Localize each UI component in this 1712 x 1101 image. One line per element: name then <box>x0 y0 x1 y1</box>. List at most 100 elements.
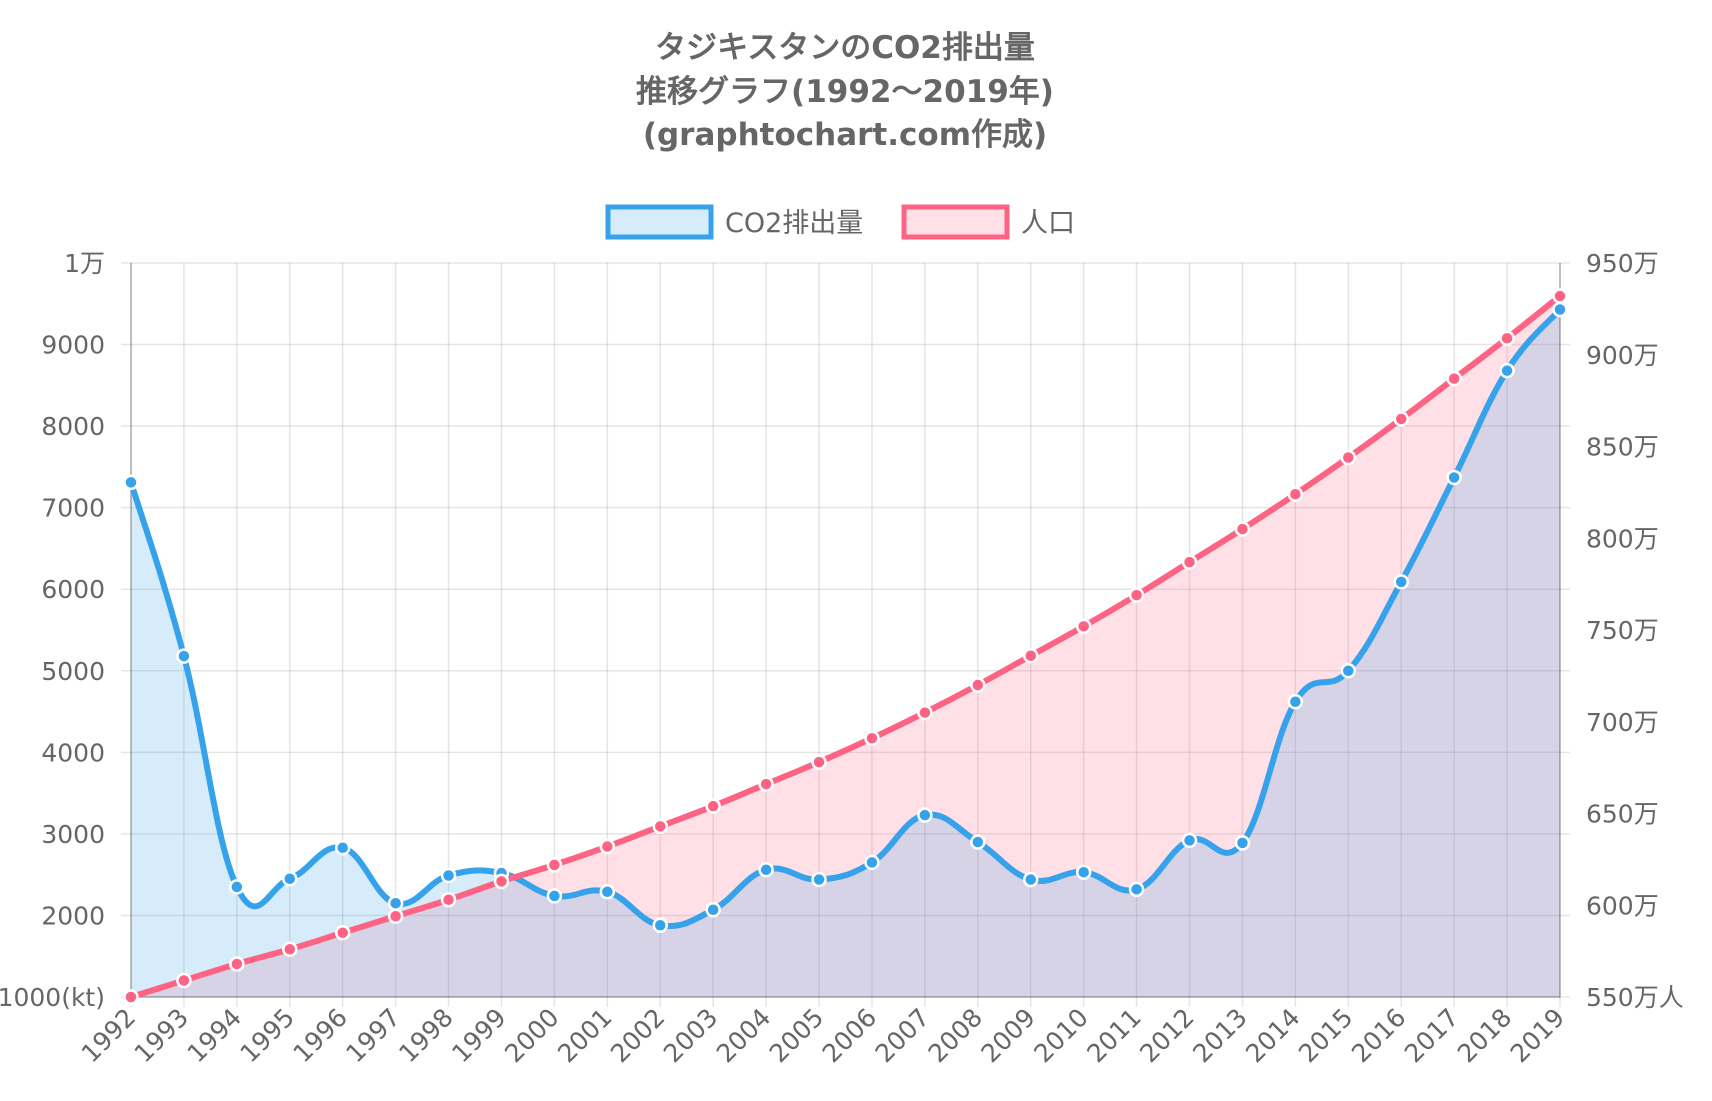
data-point-co2-1992[interactable] <box>123 474 139 491</box>
data-point-population-2002[interactable] <box>652 818 669 835</box>
data-point-co2-1996[interactable] <box>334 840 351 856</box>
data-point-population-1996[interactable] <box>334 925 351 941</box>
x-tick-label: 2004 <box>711 1003 776 1068</box>
legend: CO2排出量 人口 <box>605 204 1075 240</box>
data-point-co2-2015[interactable] <box>1340 663 1357 679</box>
legend-label-co2: CO2排出量 <box>725 208 863 239</box>
data-point-population-2018[interactable] <box>1499 330 1515 346</box>
data-point-co2-2012[interactable] <box>1181 832 1198 849</box>
x-tick-label: 1995 <box>235 1003 300 1068</box>
x-tick-label: 2003 <box>658 1003 723 1068</box>
data-point-population-2015[interactable] <box>1340 449 1357 466</box>
data-point-co2-2009[interactable] <box>1022 871 1039 888</box>
data-point-population-2000[interactable] <box>546 857 563 873</box>
x-tick-label: 2010 <box>1028 1003 1093 1068</box>
data-point-co2-1993[interactable] <box>176 648 192 664</box>
data-point-population-2003[interactable] <box>705 798 721 814</box>
data-point-population-1993[interactable] <box>176 972 192 989</box>
data-point-co2-1994[interactable] <box>229 879 245 895</box>
x-tick-label: 2012 <box>1134 1003 1199 1068</box>
data-point-population-1994[interactable] <box>229 956 245 972</box>
legend-label-population: 人口 <box>1021 208 1075 239</box>
data-point-co2-2001[interactable] <box>599 884 616 900</box>
x-tick-label: 2013 <box>1187 1003 1252 1068</box>
data-point-co2-2000[interactable] <box>546 888 563 904</box>
y-right-tick-label: 800万 <box>1586 524 1659 553</box>
data-point-population-2004[interactable] <box>758 776 774 792</box>
x-tick-label: 1994 <box>182 1003 247 1068</box>
y-left-tick-label: 5000 <box>41 657 105 686</box>
data-point-population-1992[interactable] <box>123 989 139 1005</box>
y-left-tick-label: 7000 <box>41 494 105 523</box>
data-point-co2-1998[interactable] <box>440 867 457 884</box>
data-point-co2-2006[interactable] <box>864 854 880 871</box>
data-point-population-2006[interactable] <box>864 730 880 747</box>
data-point-co2-2013[interactable] <box>1234 835 1251 851</box>
x-tick-label: 1997 <box>340 1003 405 1068</box>
data-point-co2-1997[interactable] <box>387 895 404 911</box>
area-fill-co2 <box>131 309 1560 997</box>
data-point-co2-2004[interactable] <box>758 862 774 878</box>
data-point-population-2017[interactable] <box>1446 370 1462 387</box>
data-point-population-2008[interactable] <box>970 677 986 693</box>
data-point-co2-2002[interactable] <box>652 917 669 933</box>
y-right-tick-label: 900万 <box>1586 341 1659 370</box>
x-tick-label: 2017 <box>1399 1003 1464 1068</box>
area-fill-population <box>131 296 1560 997</box>
data-point-co2-2014[interactable] <box>1287 694 1304 710</box>
y-left-tick-label: 8000 <box>41 412 105 441</box>
y-left-tick-label: 9000 <box>41 331 105 360</box>
data-point-population-1998[interactable] <box>440 891 457 908</box>
data-point-population-2019[interactable] <box>1552 288 1568 304</box>
x-tick-label: 1998 <box>393 1003 458 1068</box>
data-point-co2-1995[interactable] <box>282 870 298 887</box>
data-point-co2-2017[interactable] <box>1446 469 1462 486</box>
x-tick-label: 1996 <box>287 1003 352 1068</box>
data-point-co2-2018[interactable] <box>1499 362 1515 379</box>
x-tick-label: 2005 <box>764 1003 829 1068</box>
data-point-population-1997[interactable] <box>387 908 404 925</box>
data-point-population-2005[interactable] <box>811 754 827 770</box>
x-tick-label: 2006 <box>817 1003 882 1068</box>
data-point-population-2016[interactable] <box>1393 411 1409 427</box>
y-right-tick-label: 850万 <box>1586 433 1659 462</box>
data-point-population-2011[interactable] <box>1128 587 1145 603</box>
data-point-population-1995[interactable] <box>282 941 298 958</box>
data-point-population-2007[interactable] <box>917 704 933 721</box>
data-point-co2-2008[interactable] <box>970 834 986 850</box>
x-tick-label: 1992 <box>76 1003 141 1068</box>
data-point-co2-2011[interactable] <box>1128 881 1145 898</box>
y-right-tick-label: 600万 <box>1586 891 1659 920</box>
y-left-tick-label: 6000 <box>41 575 105 604</box>
x-tick-label: 2015 <box>1293 1003 1358 1068</box>
x-tick-label: 2018 <box>1452 1003 1517 1068</box>
data-point-co2-2005[interactable] <box>811 871 827 888</box>
data-point-population-2001[interactable] <box>599 838 616 855</box>
y-right-tick-label: 650万 <box>1586 800 1659 829</box>
data-points <box>123 288 1568 1005</box>
series-line-co2 <box>128 306 1563 930</box>
chart-title: タジキスタンのCO2排出量 推移グラフ(1992〜2019年) (graphto… <box>636 30 1054 153</box>
x-tick-label: 1993 <box>129 1003 194 1068</box>
data-point-population-2013[interactable] <box>1234 521 1251 537</box>
data-point-co2-2016[interactable] <box>1393 574 1409 590</box>
data-point-population-2012[interactable] <box>1181 554 1198 570</box>
data-point-population-2009[interactable] <box>1022 647 1039 664</box>
x-tick-label: 2001 <box>552 1003 617 1068</box>
data-point-population-2010[interactable] <box>1075 618 1092 635</box>
data-point-co2-2019[interactable] <box>1552 301 1568 318</box>
x-tick-label: 2007 <box>870 1003 935 1068</box>
data-point-population-2014[interactable] <box>1287 486 1304 502</box>
x-tick-label: 2008 <box>923 1003 988 1068</box>
data-point-co2-2003[interactable] <box>705 901 721 918</box>
x-tick-label: 2019 <box>1505 1003 1570 1068</box>
data-point-co2-2007[interactable] <box>917 807 933 823</box>
data-point-population-1999[interactable] <box>493 873 510 890</box>
y-right-tick-label: 550万人 <box>1586 983 1684 1012</box>
legend-item-co2[interactable]: CO2排出量 <box>605 204 863 240</box>
legend-item-population[interactable]: 人口 <box>901 204 1075 240</box>
data-point-co2-2010[interactable] <box>1075 864 1092 880</box>
x-tick-label: 2011 <box>1081 1003 1146 1068</box>
